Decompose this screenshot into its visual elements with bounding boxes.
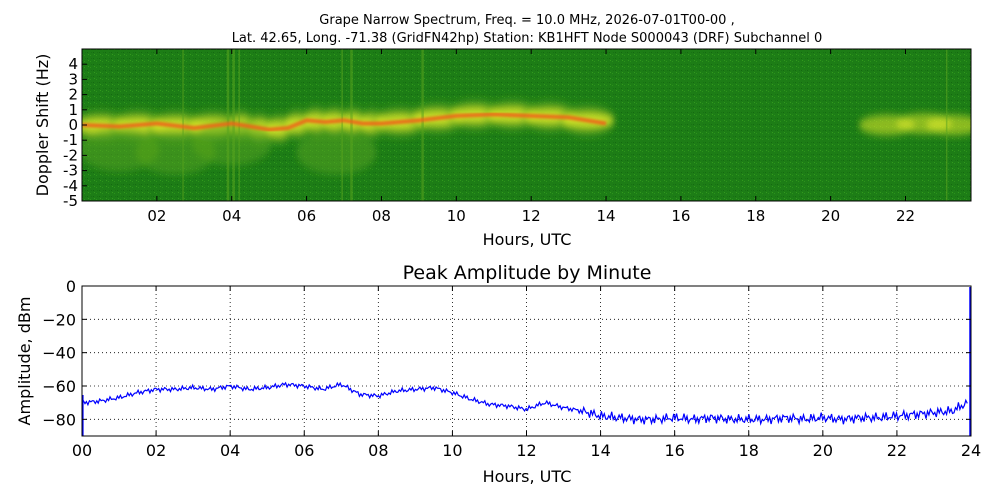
amplitude-y-tick-label: −20 xyxy=(42,310,76,329)
spectrogram-x-tick-label: 02 xyxy=(147,207,166,225)
spectrogram-chart: Grape Narrow Spectrum, Freq. = 10.0 MHz,… xyxy=(33,13,972,249)
spectrogram-title-line-2: Lat. 42.65, Long. -71.38 (GridFN42hp) St… xyxy=(232,31,823,46)
amplitude-x-ticks: 00 02 04 06 08 10 12 14 16 18 20 22 24 xyxy=(72,286,981,460)
spectrogram-y-axis-label: Doppler Shift (Hz) xyxy=(33,54,52,197)
amplitude-x-tick-label: 22 xyxy=(887,441,907,460)
amplitude-x-tick-label: 12 xyxy=(516,441,536,460)
doppler-trace xyxy=(82,112,607,132)
amplitude-x-tick-label: 16 xyxy=(664,441,684,460)
spectrogram-y-tick-label: -1 xyxy=(63,131,78,149)
amplitude-series-line xyxy=(81,381,968,426)
spectrogram-y-tick-label: 3 xyxy=(68,70,78,88)
amplitude-y-tick-label: −80 xyxy=(42,410,76,429)
spectrogram-title-line-1: Grape Narrow Spectrum, Freq. = 10.0 MHz,… xyxy=(319,13,734,28)
signal-spread xyxy=(296,130,377,175)
spectrogram-x-tick-label: 22 xyxy=(896,207,915,225)
spectrogram-x-tick-label: 04 xyxy=(222,207,241,225)
spectrogram-x-tick-label: 14 xyxy=(596,207,615,225)
spectrogram-x-tick-label: 06 xyxy=(297,207,316,225)
spectrogram-x-ticks: 02 04 06 08 10 12 14 16 18 20 22 xyxy=(147,49,915,225)
amplitude-y-ticks: 0 −20 −40 −60 −80 xyxy=(42,277,971,429)
spectrogram-plot-area xyxy=(82,49,971,201)
amplitude-y-tick-label: −40 xyxy=(42,344,76,363)
amplitude-x-tick-label: 00 xyxy=(72,441,92,460)
spectrogram-y-tick-label: -4 xyxy=(63,177,78,195)
spectrogram-y-tick-label: 2 xyxy=(68,86,78,104)
spectrogram-y-tick-label: 0 xyxy=(68,116,78,134)
amplitude-x-tick-label: 08 xyxy=(368,441,388,460)
signal-band-late xyxy=(926,115,971,135)
spectrogram-x-tick-label: 12 xyxy=(522,207,541,225)
amplitude-plot-background xyxy=(82,286,971,436)
amplitude-x-tick-label: 24 xyxy=(961,441,981,460)
amplitude-grid xyxy=(82,286,971,436)
amplitude-x-tick-label: 04 xyxy=(220,441,240,460)
amplitude-y-tick-label: 0 xyxy=(66,277,76,296)
signal-spread xyxy=(191,121,272,166)
amplitude-x-tick-label: 02 xyxy=(146,441,166,460)
amplitude-chart: Peak Amplitude by Minute 00 02 04 06 08 10 12 1… xyxy=(15,262,981,486)
amplitude-x-tick-label: 20 xyxy=(813,441,833,460)
amplitude-y-axis-label: Amplitude, dBm xyxy=(15,297,34,426)
spectrogram-x-tick-label: 20 xyxy=(821,207,840,225)
spectrogram-y-tick-label: -5 xyxy=(63,192,78,210)
spectrogram-x-tick-label: 10 xyxy=(447,207,466,225)
amplitude-x-axis-label: Hours, UTC xyxy=(483,467,572,486)
spectrogram-y-tick-label: 4 xyxy=(68,55,78,73)
spectrogram-x-tick-label: 18 xyxy=(746,207,765,225)
spectrogram-y-tick-label: -2 xyxy=(63,146,78,164)
amplitude-x-tick-label: 14 xyxy=(590,441,610,460)
spectrogram-x-axis-label: Hours, UTC xyxy=(483,230,572,249)
amplitude-x-tick-label: 18 xyxy=(739,441,759,460)
spectrogram-y-tick-label: -3 xyxy=(63,162,78,180)
amplitude-x-tick-label: 06 xyxy=(294,441,314,460)
amplitude-x-tick-label: 10 xyxy=(442,441,462,460)
spectrogram-x-tick-label: 08 xyxy=(372,207,391,225)
spectrogram-x-tick-label: 16 xyxy=(671,207,690,225)
amplitude-y-tick-label: −60 xyxy=(42,377,76,396)
spectrogram-y-tick-label: 1 xyxy=(68,101,78,119)
amplitude-chart-title: Peak Amplitude by Minute xyxy=(403,262,652,284)
